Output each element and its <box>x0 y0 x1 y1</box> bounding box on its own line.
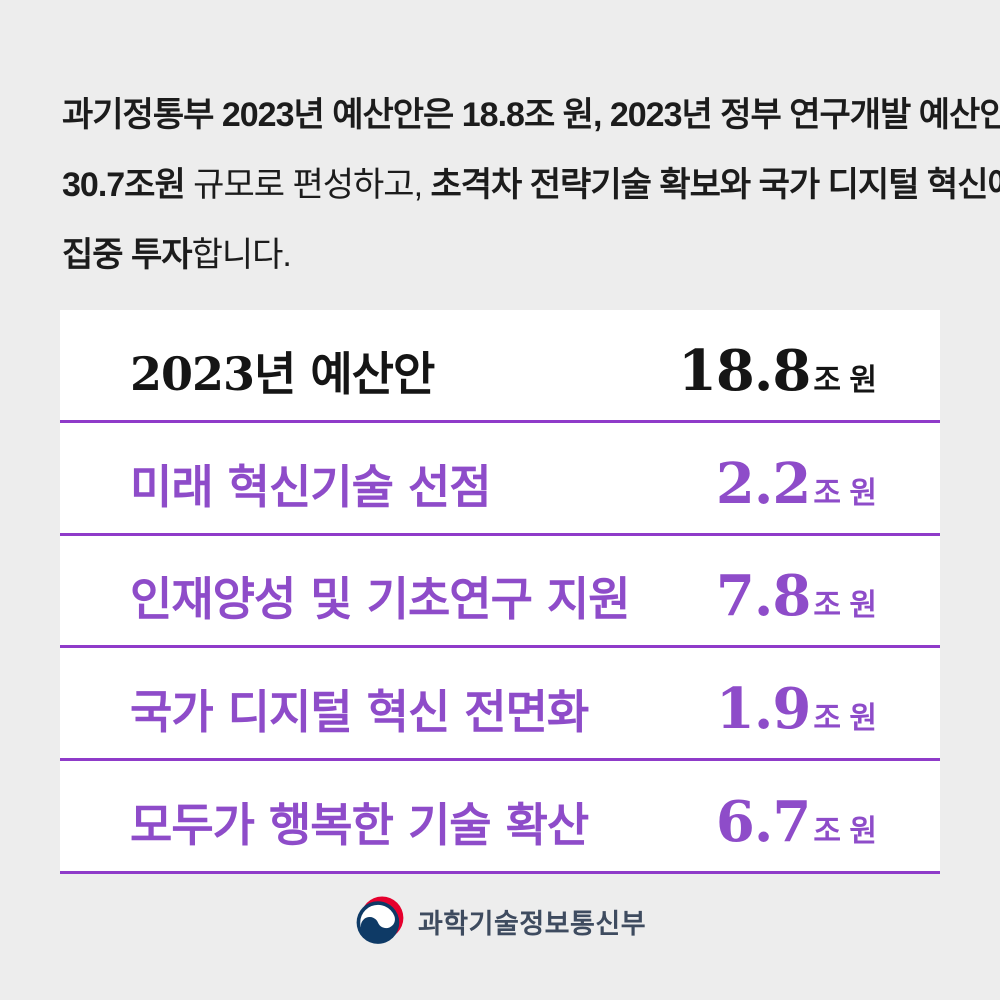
intro-text-segment: 과기정통부 2023년 예산안은 18.8조 원, 2023년 정부 연구개발 … <box>62 96 1000 134</box>
row-amount: 2.2 조 원 <box>715 450 877 517</box>
row-value: 18.8 <box>677 337 811 404</box>
row-amount: 1.9 조 원 <box>715 676 877 743</box>
row-unit: 조 원 <box>813 475 877 511</box>
row-label: 2023년 예산안 <box>130 346 435 401</box>
row-label: 국가 디지털 혁신 전면화 <box>130 685 589 740</box>
table-row: 인재양성 및 기초연구 지원 7.8 조 원 <box>60 536 940 649</box>
budget-table: 2023년 예산안 18.8 조 원 미래 혁신기술 선점 2.2 조 원 인재… <box>60 310 940 874</box>
table-row: 미래 혁신기술 선점 2.2 조 원 <box>60 423 940 536</box>
row-label: 인재양성 및 기초연구 지원 <box>130 572 631 627</box>
row-label: 미래 혁신기술 선점 <box>130 459 492 514</box>
row-amount: 7.8 조 원 <box>715 563 877 630</box>
table-row: 국가 디지털 혁신 전면화 1.9 조 원 <box>60 648 940 762</box>
row-amount: 6.7 조 원 <box>715 789 877 856</box>
row-value: 6.7 <box>715 789 811 856</box>
ministry-name: 과학기술정보통신부 <box>417 908 647 939</box>
intro-text-segment: 규모로 편성하고, <box>184 166 431 204</box>
row-value: 2.2 <box>715 450 811 517</box>
row-unit: 조 원 <box>813 588 877 624</box>
row-label: 모두가 행복한 기술 확산 <box>130 798 589 853</box>
row-unit: 조 원 <box>813 814 877 850</box>
table-row: 2023년 예산안 18.8 조 원 <box>60 310 940 423</box>
footer: 과학기술정보통신부 <box>0 895 1000 947</box>
intro-paragraph: 과기정통부 2023년 예산안은 18.8조 원, 2023년 정부 연구개발 … <box>62 80 1000 290</box>
row-unit: 조 원 <box>813 362 877 398</box>
row-amount: 18.8 조 원 <box>677 337 877 404</box>
government-emblem-icon <box>356 896 404 944</box>
intro-line: 30.7조원 규모로 편성하고, 초격차 전략기술 확보와 국가 디지털 혁신에 <box>62 150 1000 220</box>
table-row: 모두가 행복한 기술 확산 6.7 조 원 <box>60 761 940 874</box>
intro-text-segment: 집중 투자 <box>62 236 193 274</box>
intro-text-segment: 30.7조원 <box>62 166 186 204</box>
row-value: 1.9 <box>715 676 811 743</box>
intro-text-segment: 합니다. <box>191 236 292 274</box>
intro-line: 과기정통부 2023년 예산안은 18.8조 원, 2023년 정부 연구개발 … <box>62 80 1000 150</box>
intro-text-segment: 초격차 전략기술 확보와 국가 디지털 혁신에 <box>430 166 1000 204</box>
row-value: 7.8 <box>715 563 811 630</box>
intro-line: 집중 투자합니다. <box>62 220 962 290</box>
row-unit: 조 원 <box>813 701 877 737</box>
